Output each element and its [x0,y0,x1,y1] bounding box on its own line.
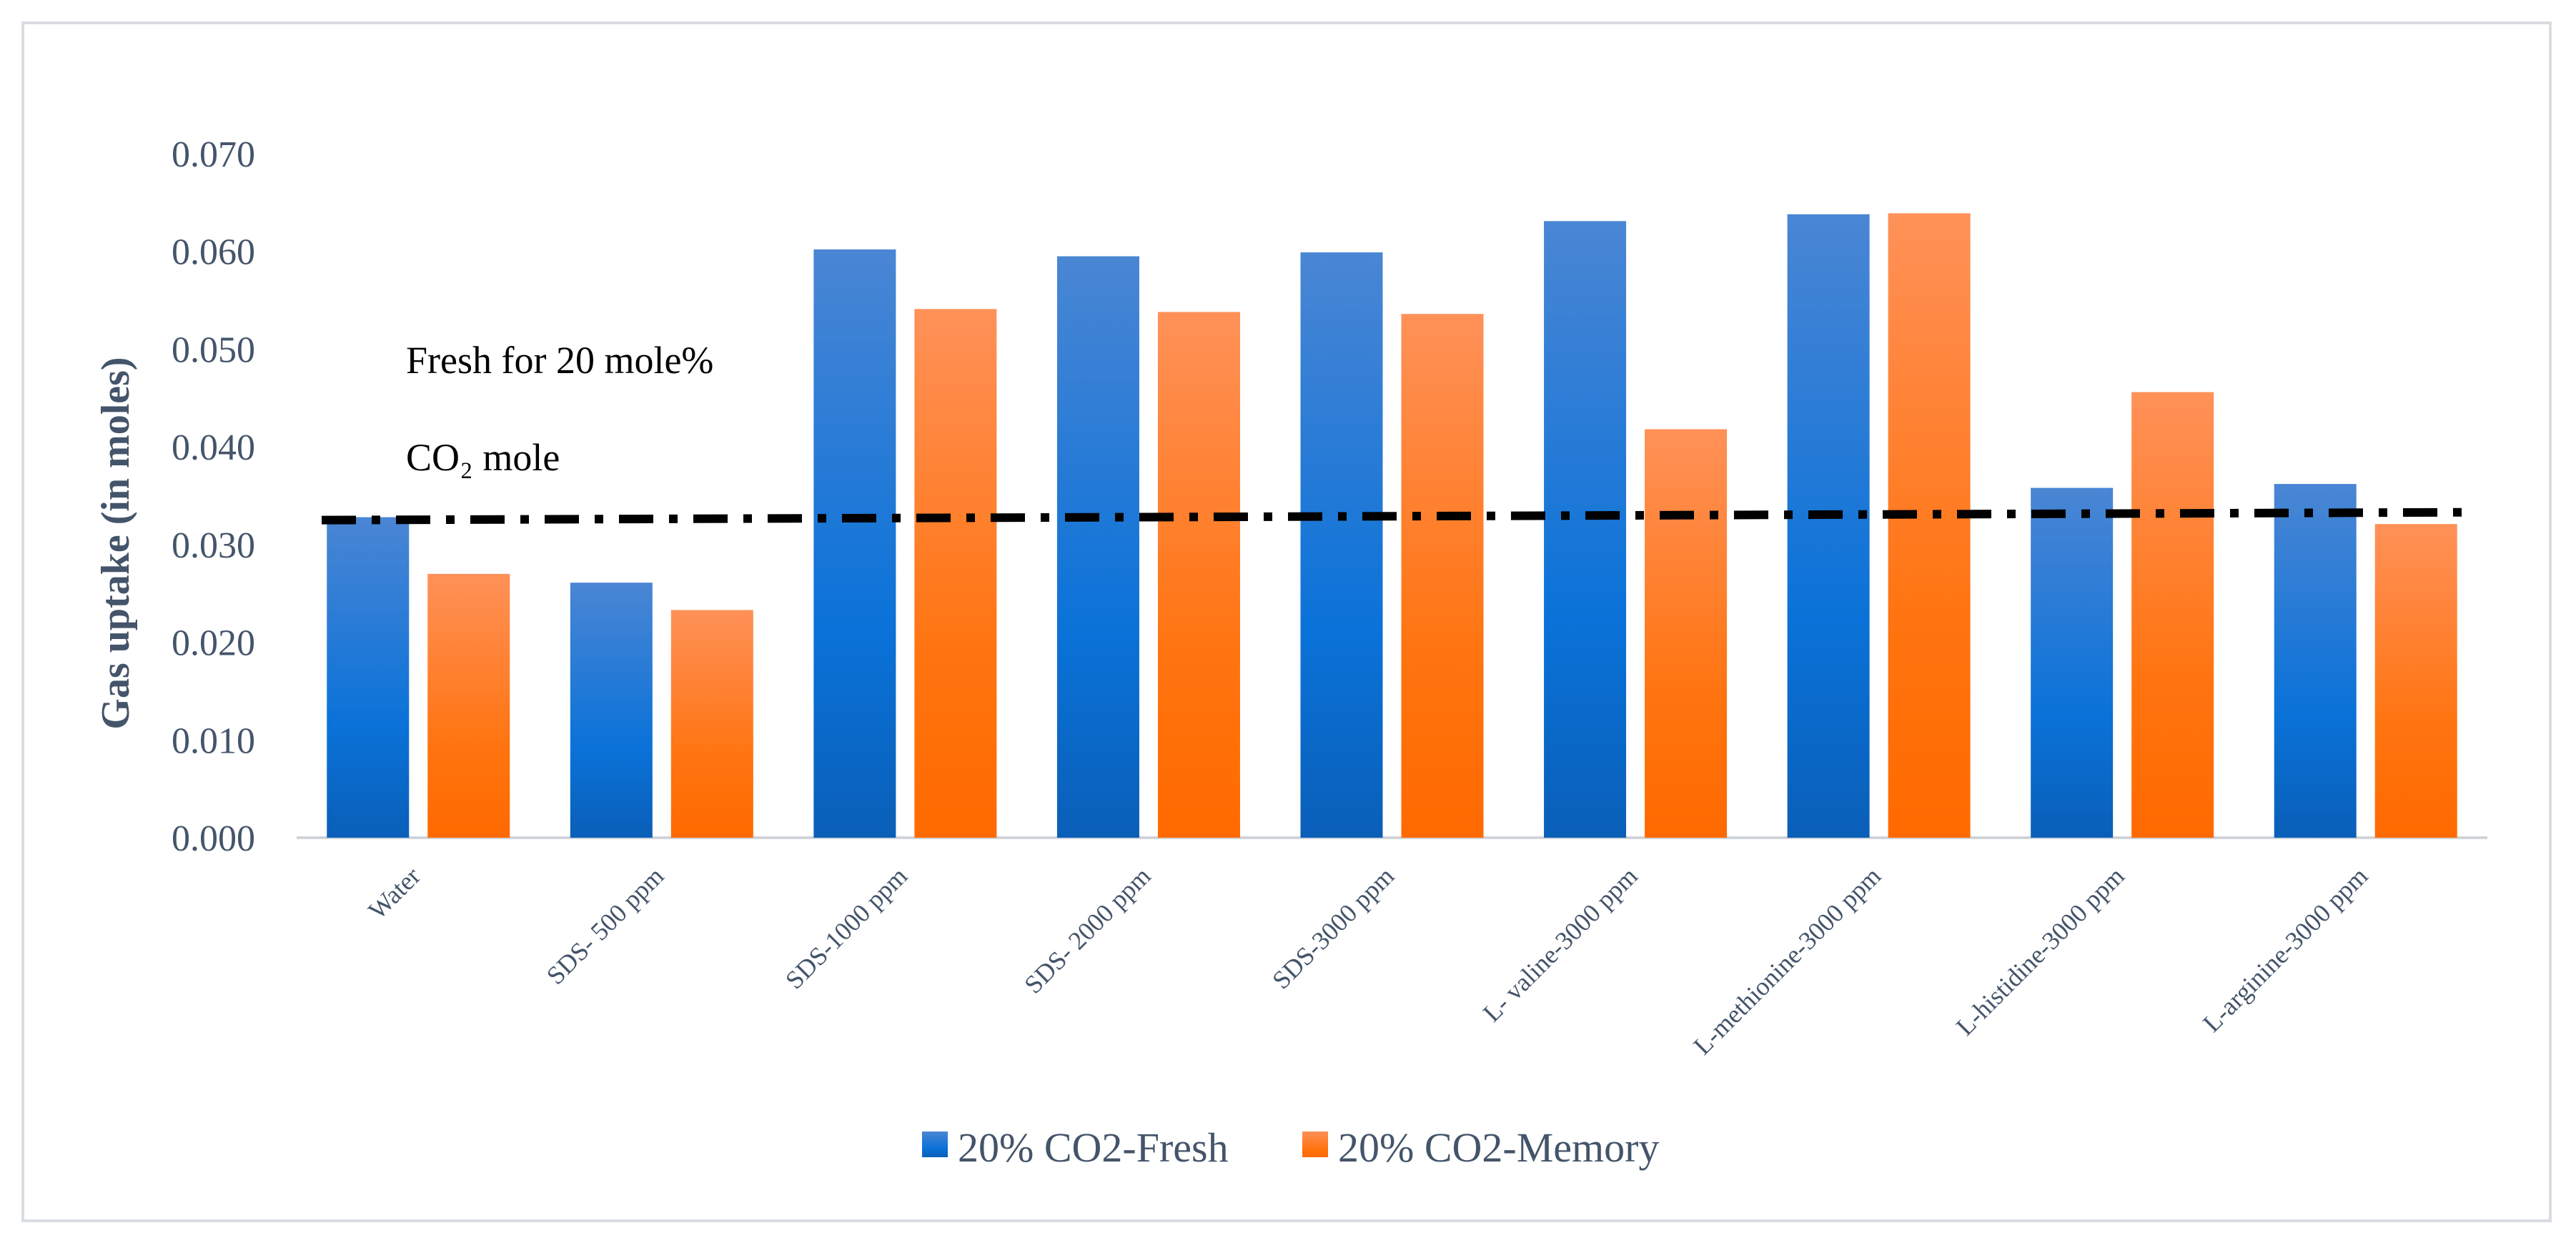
bar-memory [1157,312,1240,838]
reference-annotation-line1: Fresh for 20 mole% [406,339,713,382]
bar-fresh [2031,487,2114,838]
legend-label-memory: 20% CO2-Memory [1338,1124,1659,1171]
bar-memory [670,610,753,838]
reference-annotation-line2: CO₂ mole [406,436,560,479]
y-tick-label: 0.030 [172,525,255,566]
x-tick-label: SDS-1000 ppm [780,861,913,994]
bar-group [327,213,2457,838]
x-tick-label: L- valine-3000 ppm [1477,861,1643,1027]
y-tick-label: 0.070 [172,134,255,175]
x-tick-label: Water [363,861,426,924]
y-axis-tick-labels: 0.000 0.010 0.020 0.030 0.040 0.050 0.060 0.070 [172,134,255,859]
bar-memory [1645,429,1728,838]
y-tick-label: 0.050 [172,330,255,370]
legend-swatch-fresh [922,1131,948,1157]
bar-fresh [813,249,896,838]
bar-memory [1401,314,1484,838]
legend-swatch-memory [1302,1131,1328,1157]
bar-fresh [1300,252,1383,838]
x-tick-label: L-arginine-3000 ppm [2197,861,2373,1037]
legend: 20% CO2-Fresh 20% CO2-Memory [922,1124,1659,1171]
category-labels: Water SDS- 500 ppm SDS-1000 ppm SDS- 2000 p… [363,861,2374,1060]
bar-memory [2374,524,2457,838]
x-tick-label: L-histidine-3000 ppm [1951,861,2130,1041]
bar-fresh [327,517,410,838]
bar-fresh [570,583,653,838]
bar-fresh [2274,484,2357,838]
reference-line [321,507,2467,525]
bar-memory [2131,392,2214,838]
y-tick-label: 0.010 [172,720,255,761]
bar-memory [1888,213,1971,838]
x-tick-label: SDS-3000 ppm [1267,861,1400,994]
legend-label-fresh: 20% CO2-Fresh [958,1124,1229,1171]
bar-fresh [1544,221,1627,838]
bar-memory [914,309,997,838]
bar-fresh [1787,214,1870,838]
y-axis-label: Gas uptake (in moles) [94,357,138,729]
y-tick-label: 0.020 [172,623,255,664]
x-tick-label: SDS- 500 ppm [541,861,670,990]
x-tick-label: L-methionine-3000 ppm [1688,861,1886,1060]
bar-fresh [1056,256,1139,838]
y-tick-label: 0.060 [172,232,255,273]
y-tick-label: 0.000 [172,818,255,859]
bar-memory [427,573,510,838]
y-tick-label: 0.040 [172,427,255,468]
x-tick-label: SDS- 2000 ppm [1019,861,1156,999]
